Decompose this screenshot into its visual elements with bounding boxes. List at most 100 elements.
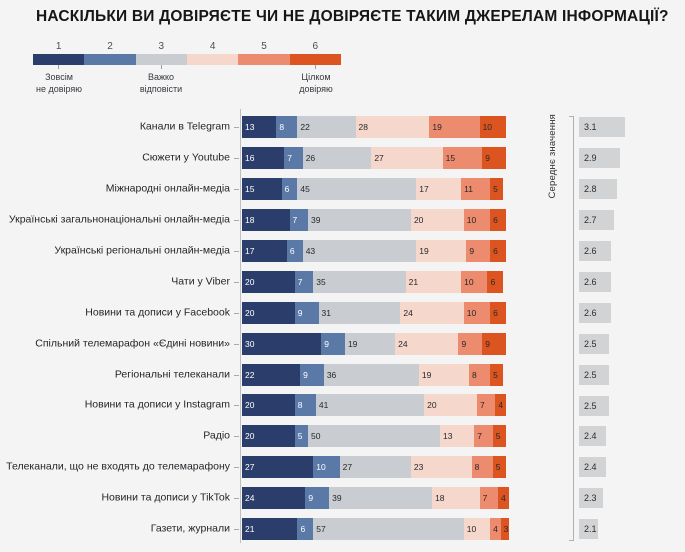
row-label: Міжнародні онлайн-медіа bbox=[105, 182, 230, 195]
bar-segment-6: 5 bbox=[490, 178, 504, 201]
bar-segment-1: 20 bbox=[242, 394, 295, 417]
row-label: Українські загальнонаціональні онлайн-ме… bbox=[8, 213, 230, 226]
mean-value-box: 2.5 bbox=[579, 333, 609, 354]
row-label: Новини та дописи у Facebook bbox=[85, 306, 230, 319]
bar-segment-1: 16 bbox=[242, 147, 285, 170]
legend-number-2: 2 bbox=[107, 41, 113, 52]
bar-segment-5: 7 bbox=[474, 425, 493, 448]
bar-segment-1: 17 bbox=[242, 240, 287, 262]
bar-segment-2: 9 bbox=[294, 301, 319, 324]
row-label: Новини та дописи у TikTok bbox=[101, 491, 230, 504]
mean-value-box: 2.5 bbox=[579, 364, 609, 385]
bar-segment-1: 27 bbox=[242, 456, 314, 479]
stacked-bar: 18 7 39 20 10 6 bbox=[242, 209, 506, 232]
bar-segment-6: 9 bbox=[482, 332, 506, 355]
bar-segment-6: 6 bbox=[490, 301, 506, 324]
bar-segment-1: 20 bbox=[242, 270, 295, 293]
legend-swatch-5 bbox=[238, 54, 290, 65]
bar-segment-3: 27 bbox=[339, 456, 411, 479]
row-label: Канали в Telegram bbox=[139, 120, 230, 133]
row-label: Регіональні телеканали bbox=[114, 368, 230, 380]
bar-segment-3: 39 bbox=[307, 209, 411, 232]
chart-title: НАСКІЛЬКИ ВИ ДОВІРЯЄТЕ ЧИ НЕ ДОВІРЯЄТЕ Т… bbox=[36, 8, 669, 25]
legend-label-not-trust: Зовсім не довіряю bbox=[35, 72, 83, 94]
mean-value-box: 2.4 bbox=[579, 426, 606, 447]
bar-segment-2: 9 bbox=[300, 363, 324, 386]
legend-number-4: 4 bbox=[209, 41, 216, 52]
bar-segment-4: 20 bbox=[424, 394, 477, 417]
bar-segment-4: 19 bbox=[416, 240, 467, 262]
bar-segment-3: 41 bbox=[315, 394, 425, 417]
mean-value-box: 2.6 bbox=[579, 302, 611, 323]
table-row: Сюжети у Youtube 16 7 26 27 15 9 bbox=[0, 143, 685, 174]
legend: 1 2 3 4 5 6 Зовсім не довіряю Важко відповіст… bbox=[33, 41, 341, 100]
mean-value-box: 2.7 bbox=[579, 210, 614, 231]
bar-segment-5: 10 bbox=[461, 270, 488, 293]
table-row: Новини та дописи у Facebook 20 9 31 24 10 6 bbox=[0, 297, 685, 328]
bar-segment-4: 23 bbox=[410, 456, 472, 479]
table-row: Газети, журнали 21 6 57 10 4 3 bbox=[0, 514, 685, 545]
bar-segment-3: 31 bbox=[318, 301, 401, 324]
legend-anchor-labels: Зовсім не довіряю Важко відповісти Цілко… bbox=[33, 72, 341, 100]
bar-segment-6: 5 bbox=[492, 456, 506, 479]
bar-segment-5: 4 bbox=[490, 518, 501, 541]
table-row: Українські регіональні онлайн-медіа 17 6 43… bbox=[0, 236, 685, 267]
legend-number-6: 6 bbox=[312, 41, 319, 52]
mean-value-box: 3.1 bbox=[579, 117, 625, 138]
legend-ticks bbox=[33, 65, 341, 70]
legend-swatch-4 bbox=[186, 54, 239, 65]
legend-color-strip bbox=[33, 54, 341, 65]
bar-segment-2: 9 bbox=[305, 487, 330, 510]
stacked-bar: 13 8 22 28 19 10 bbox=[242, 116, 506, 139]
stacked-bar: 20 7 35 21 10 6 bbox=[242, 270, 504, 293]
bar-segment-1: 22 bbox=[242, 363, 301, 386]
bar-segment-2: 9 bbox=[321, 332, 345, 355]
bar-segment-1: 21 bbox=[242, 518, 298, 541]
bar-segment-3: 22 bbox=[297, 116, 356, 139]
legend-tick-1 bbox=[58, 65, 59, 69]
bar-segment-5: 7 bbox=[476, 394, 496, 417]
row-label: Газети, журнали bbox=[150, 522, 230, 535]
mean-value-box: 2.5 bbox=[579, 395, 609, 416]
bar-segment-6: 4 bbox=[498, 487, 509, 510]
bar-segment-6: 4 bbox=[495, 394, 506, 417]
table-row: Новини та дописи у Instagram 20 8 41 20 7 4 bbox=[0, 390, 685, 421]
bar-segment-5: 10 bbox=[463, 301, 491, 324]
bar-segment-1: 30 bbox=[242, 332, 322, 355]
stacked-bar: 24 9 39 18 7 4 bbox=[242, 487, 509, 510]
stacked-bar: 27 10 27 23 8 5 bbox=[242, 456, 506, 479]
legend-tick-6 bbox=[315, 65, 316, 69]
mean-value-box: 2.6 bbox=[579, 271, 611, 292]
bar-segment-3: 35 bbox=[313, 270, 406, 293]
table-row: Канали в Telegram 13 8 22 28 19 10 bbox=[0, 112, 685, 143]
stacked-bar: 20 5 50 13 7 5 bbox=[242, 425, 506, 448]
bar-segment-3: 36 bbox=[323, 363, 419, 386]
row-label: Телеканали, що не входять до телемарафон… bbox=[6, 460, 230, 473]
bar-segment-5: 10 bbox=[463, 209, 491, 232]
mean-value-box: 2.6 bbox=[579, 241, 611, 262]
row-label: Українські регіональні онлайн-медіа bbox=[54, 244, 230, 257]
legend-swatch-6 bbox=[289, 54, 341, 65]
table-row: Телеканали, що не входять до телемарафон… bbox=[0, 452, 685, 483]
bar-segment-3: 45 bbox=[297, 178, 417, 201]
bar-segment-2: 7 bbox=[284, 147, 303, 170]
bar-segment-6: 3 bbox=[500, 518, 509, 541]
bar-segment-6: 10 bbox=[479, 116, 506, 139]
bar-segment-5: 8 bbox=[469, 363, 491, 386]
legend-swatch-1 bbox=[33, 54, 85, 65]
bar-segment-4: 17 bbox=[416, 178, 462, 201]
row-label: Чати у Viber bbox=[171, 275, 230, 288]
mean-value-box: 2.8 bbox=[579, 179, 617, 200]
bar-segment-5: 8 bbox=[471, 456, 493, 479]
legend-scale-numbers: 1 2 3 4 5 6 bbox=[33, 41, 341, 52]
mean-value-box: 2.4 bbox=[579, 457, 606, 478]
bar-segment-2: 5 bbox=[294, 425, 308, 448]
bar-segment-4: 24 bbox=[395, 332, 459, 355]
bar-segment-3: 19 bbox=[344, 332, 396, 355]
stacked-bar: 21 6 57 10 4 3 bbox=[242, 518, 509, 541]
legend-number-3: 3 bbox=[158, 41, 165, 52]
bar-segment-2: 8 bbox=[276, 116, 298, 139]
bar-segment-4: 21 bbox=[405, 270, 462, 293]
bar-segment-5: 9 bbox=[466, 240, 491, 262]
bar-segment-2: 10 bbox=[313, 456, 340, 479]
